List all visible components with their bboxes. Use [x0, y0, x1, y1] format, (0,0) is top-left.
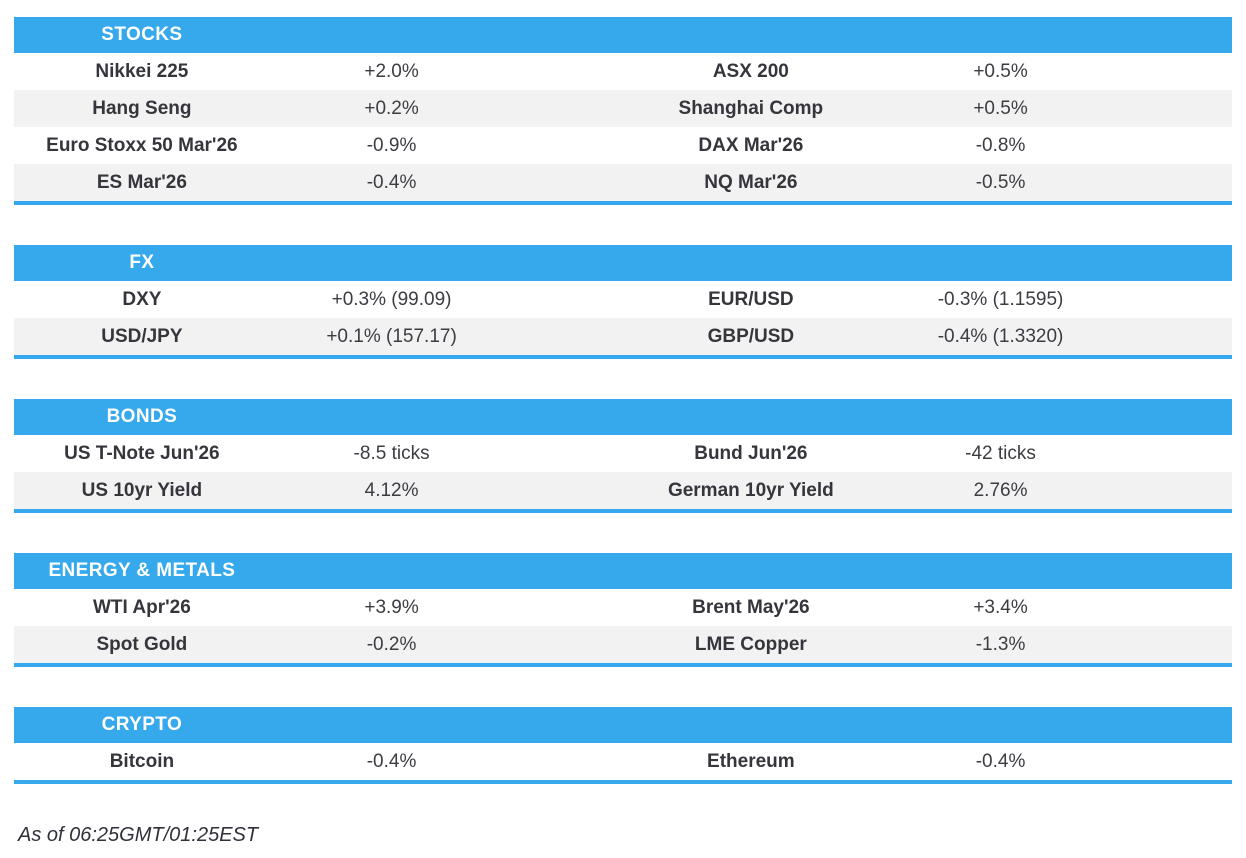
table-row: Nikkei 225 +2.0% ASX 200 +0.5% [14, 53, 1232, 90]
table-row: US 10yr Yield 4.12% German 10yr Yield 2.… [14, 472, 1232, 511]
timestamp-note: As of 06:25GMT/01:25EST [18, 824, 259, 846]
table-row: WTI Apr'26 +3.9% Brent May'26 +3.4% [14, 589, 1232, 626]
column-spacer [513, 53, 623, 90]
section-header: ENERGY & METALS [14, 553, 1232, 589]
section-energy-metals: ENERGY & METALS WTI Apr'26 +3.9% Brent M… [14, 553, 1232, 667]
column-spacer [1122, 318, 1232, 357]
instrument-change: +0.5% [878, 90, 1123, 127]
section-header-fill [269, 399, 1232, 435]
column-spacer [1122, 164, 1232, 203]
instrument-name: DAX Mar'26 [698, 134, 804, 156]
instrument-name: Nikkei 225 [95, 60, 189, 82]
instrument-change: +0.5% [973, 60, 1028, 82]
table-row: Euro Stoxx 50 Mar'26 -0.9% DAX Mar'26 -0… [14, 127, 1232, 164]
instrument-change: -8.5 ticks [353, 442, 430, 464]
instrument-name: ASX 200 [712, 60, 789, 82]
instrument-name: WTI Apr'26 [93, 596, 191, 618]
instrument-change: +3.4% [973, 596, 1028, 618]
instrument-change: 2.76% [878, 472, 1123, 511]
instrument-change: -0.2% [269, 626, 514, 665]
section-header: STOCKS [14, 17, 1232, 53]
instrument-name: Brent May'26 [692, 596, 810, 618]
instrument-name: DXY [122, 288, 162, 310]
instrument-change: -0.9% [366, 134, 417, 156]
section-title: ENERGY & METALS [14, 553, 270, 589]
column-spacer [1122, 589, 1232, 626]
column-spacer [1122, 626, 1232, 665]
table-row: USD/JPY +0.1% (157.17) GBP/USD -0.4% (1.… [14, 318, 1232, 357]
instrument-change: +0.2% [269, 90, 514, 127]
section-title: CRYPTO [14, 707, 270, 743]
column-spacer [1122, 281, 1232, 318]
instrument-change: -0.5% [878, 164, 1123, 203]
table-row: US T-Note Jun'26 -8.5 ticks Bund Jun'26 … [14, 435, 1232, 472]
column-spacer [513, 127, 623, 164]
section-header: FX [14, 245, 1232, 281]
section-crypto: CRYPTO Bitcoin -0.4% Ethereum -0.4% [14, 707, 1232, 784]
column-spacer [1122, 743, 1232, 782]
section-header-fill [269, 707, 1232, 743]
instrument-name: Bitcoin [109, 750, 175, 772]
instrument-change: +2.0% [364, 60, 419, 82]
instrument-name: German 10yr Yield [622, 472, 879, 511]
table-row: Spot Gold -0.2% LME Copper -1.3% [14, 626, 1232, 665]
column-spacer [513, 743, 623, 782]
instrument-name: US 10yr Yield [14, 472, 270, 511]
section-header: BONDS [14, 399, 1232, 435]
instrument-change: -0.4% (1.3320) [878, 318, 1123, 357]
table-row: Bitcoin -0.4% Ethereum -0.4% [14, 743, 1232, 782]
instrument-name: US T-Note Jun'26 [64, 442, 220, 464]
instrument-name: ES Mar'26 [14, 164, 270, 203]
instrument-name: Ethereum [707, 750, 795, 772]
instrument-change: -0.3% (1.1595) [937, 288, 1064, 310]
instrument-name: USD/JPY [14, 318, 270, 357]
table-row: ES Mar'26 -0.4% NQ Mar'26 -0.5% [14, 164, 1232, 203]
instrument-name: GBP/USD [622, 318, 879, 357]
column-spacer [1122, 127, 1232, 164]
section-header-fill [269, 553, 1232, 589]
column-spacer [1122, 472, 1232, 511]
instrument-name: LME Copper [622, 626, 879, 665]
column-spacer [1122, 435, 1232, 472]
table-row: Hang Seng +0.2% Shanghai Comp +0.5% [14, 90, 1232, 127]
section-fx: FX DXY +0.3% (99.09) EUR/USD -0.3% (1.15… [14, 245, 1232, 359]
section-header: CRYPTO [14, 707, 1232, 743]
instrument-change: -0.4% [975, 750, 1026, 772]
section-title: FX [14, 245, 270, 281]
instrument-name: Shanghai Comp [622, 90, 879, 127]
column-spacer [513, 281, 623, 318]
instrument-name: EUR/USD [708, 288, 794, 310]
section-header-fill [269, 17, 1232, 53]
instrument-name: Bund Jun'26 [694, 442, 808, 464]
instrument-change: +0.3% (99.09) [331, 288, 452, 310]
section-bonds: BONDS US T-Note Jun'26 -8.5 ticks Bund J… [14, 399, 1232, 513]
column-spacer [1122, 53, 1232, 90]
column-spacer [513, 472, 623, 511]
instrument-change: -1.3% [878, 626, 1123, 665]
section-stocks: STOCKS Nikkei 225 +2.0% ASX 200 +0.5% Ha… [14, 17, 1232, 205]
column-spacer [1122, 90, 1232, 127]
instrument-name: Euro Stoxx 50 Mar'26 [46, 134, 238, 156]
instrument-change: +3.9% [364, 596, 419, 618]
instrument-change: -0.4% [269, 164, 514, 203]
section-title: BONDS [14, 399, 270, 435]
instrument-name: NQ Mar'26 [622, 164, 879, 203]
column-spacer [513, 90, 623, 127]
instrument-name: Hang Seng [14, 90, 270, 127]
column-spacer [513, 435, 623, 472]
instrument-name: Spot Gold [14, 626, 270, 665]
column-spacer [513, 626, 623, 665]
table-row: DXY +0.3% (99.09) EUR/USD -0.3% (1.1595) [14, 281, 1232, 318]
instrument-change: 4.12% [269, 472, 514, 511]
instrument-change: -0.4% [366, 750, 417, 772]
section-header-fill [269, 245, 1232, 281]
column-spacer [513, 164, 623, 203]
instrument-change: +0.1% (157.17) [269, 318, 514, 357]
instrument-change: -42 ticks [965, 442, 1036, 464]
column-spacer [513, 318, 623, 357]
column-spacer [513, 589, 623, 626]
instrument-change: -0.8% [975, 134, 1026, 156]
section-title: STOCKS [14, 17, 270, 53]
